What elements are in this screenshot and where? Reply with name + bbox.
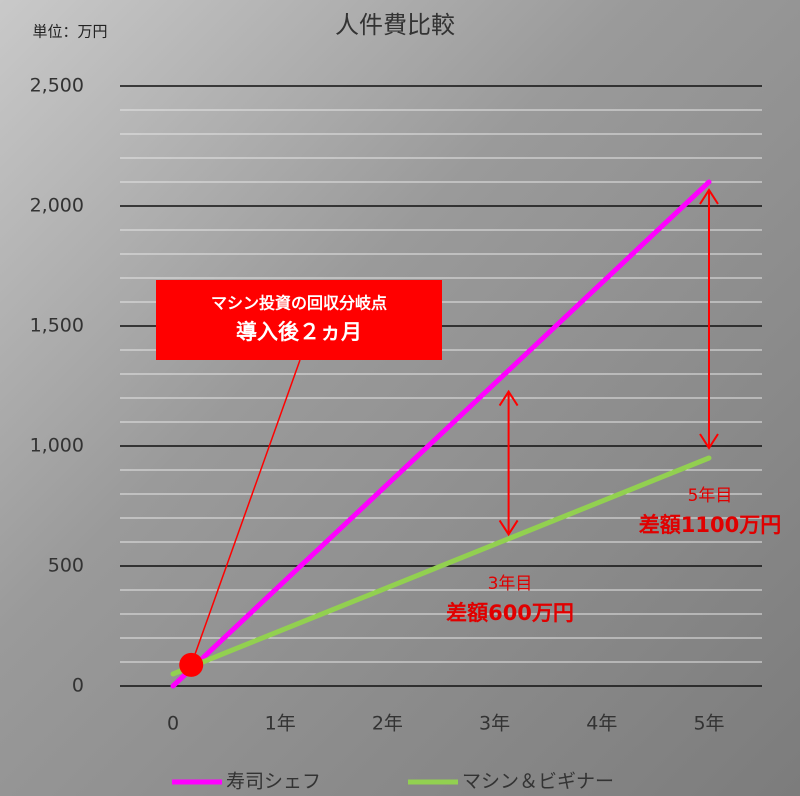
difference-label: 差額600万円 bbox=[446, 601, 574, 625]
y-tick-label: 1,000 bbox=[30, 435, 84, 457]
y-tick-label: 500 bbox=[48, 555, 84, 577]
series-line bbox=[170, 455, 712, 677]
arrow-head bbox=[699, 433, 719, 450]
y-tick-label: 1,500 bbox=[30, 315, 84, 337]
difference-year: 5年目 bbox=[688, 486, 733, 506]
arrow-head bbox=[699, 188, 719, 205]
series-line bbox=[170, 179, 712, 689]
callout-line1: マシン投資の回収分岐点 bbox=[211, 294, 387, 313]
y-tick-label: 2,500 bbox=[30, 75, 84, 97]
x-tick-label: 0 bbox=[167, 713, 179, 735]
break-even-point bbox=[179, 652, 204, 677]
arrow-head bbox=[498, 519, 519, 537]
x-tick-label: 4年 bbox=[586, 713, 617, 735]
x-tick-label: 5年 bbox=[693, 713, 724, 735]
y-tick-label: 0 bbox=[72, 675, 84, 697]
callout-line bbox=[190, 359, 301, 666]
x-tick-label: 2年 bbox=[372, 713, 403, 735]
arrow-head bbox=[498, 389, 519, 407]
callout-box bbox=[156, 280, 442, 360]
difference-label: 差額1100万円 bbox=[639, 513, 781, 537]
legend-label: 寿司シェフ bbox=[226, 771, 321, 793]
legend-label: マシン＆ビギナー bbox=[462, 771, 614, 793]
callout-line2: 導入後２ヵ月 bbox=[236, 320, 362, 344]
chart-title: 人件費比較 bbox=[335, 11, 455, 39]
x-tick-label: 3年 bbox=[479, 713, 510, 735]
unit-label: 単位：万円 bbox=[32, 23, 107, 41]
x-tick-label: 1年 bbox=[265, 713, 296, 735]
difference-year: 3年目 bbox=[488, 574, 533, 594]
y-tick-label: 2,000 bbox=[30, 195, 84, 217]
